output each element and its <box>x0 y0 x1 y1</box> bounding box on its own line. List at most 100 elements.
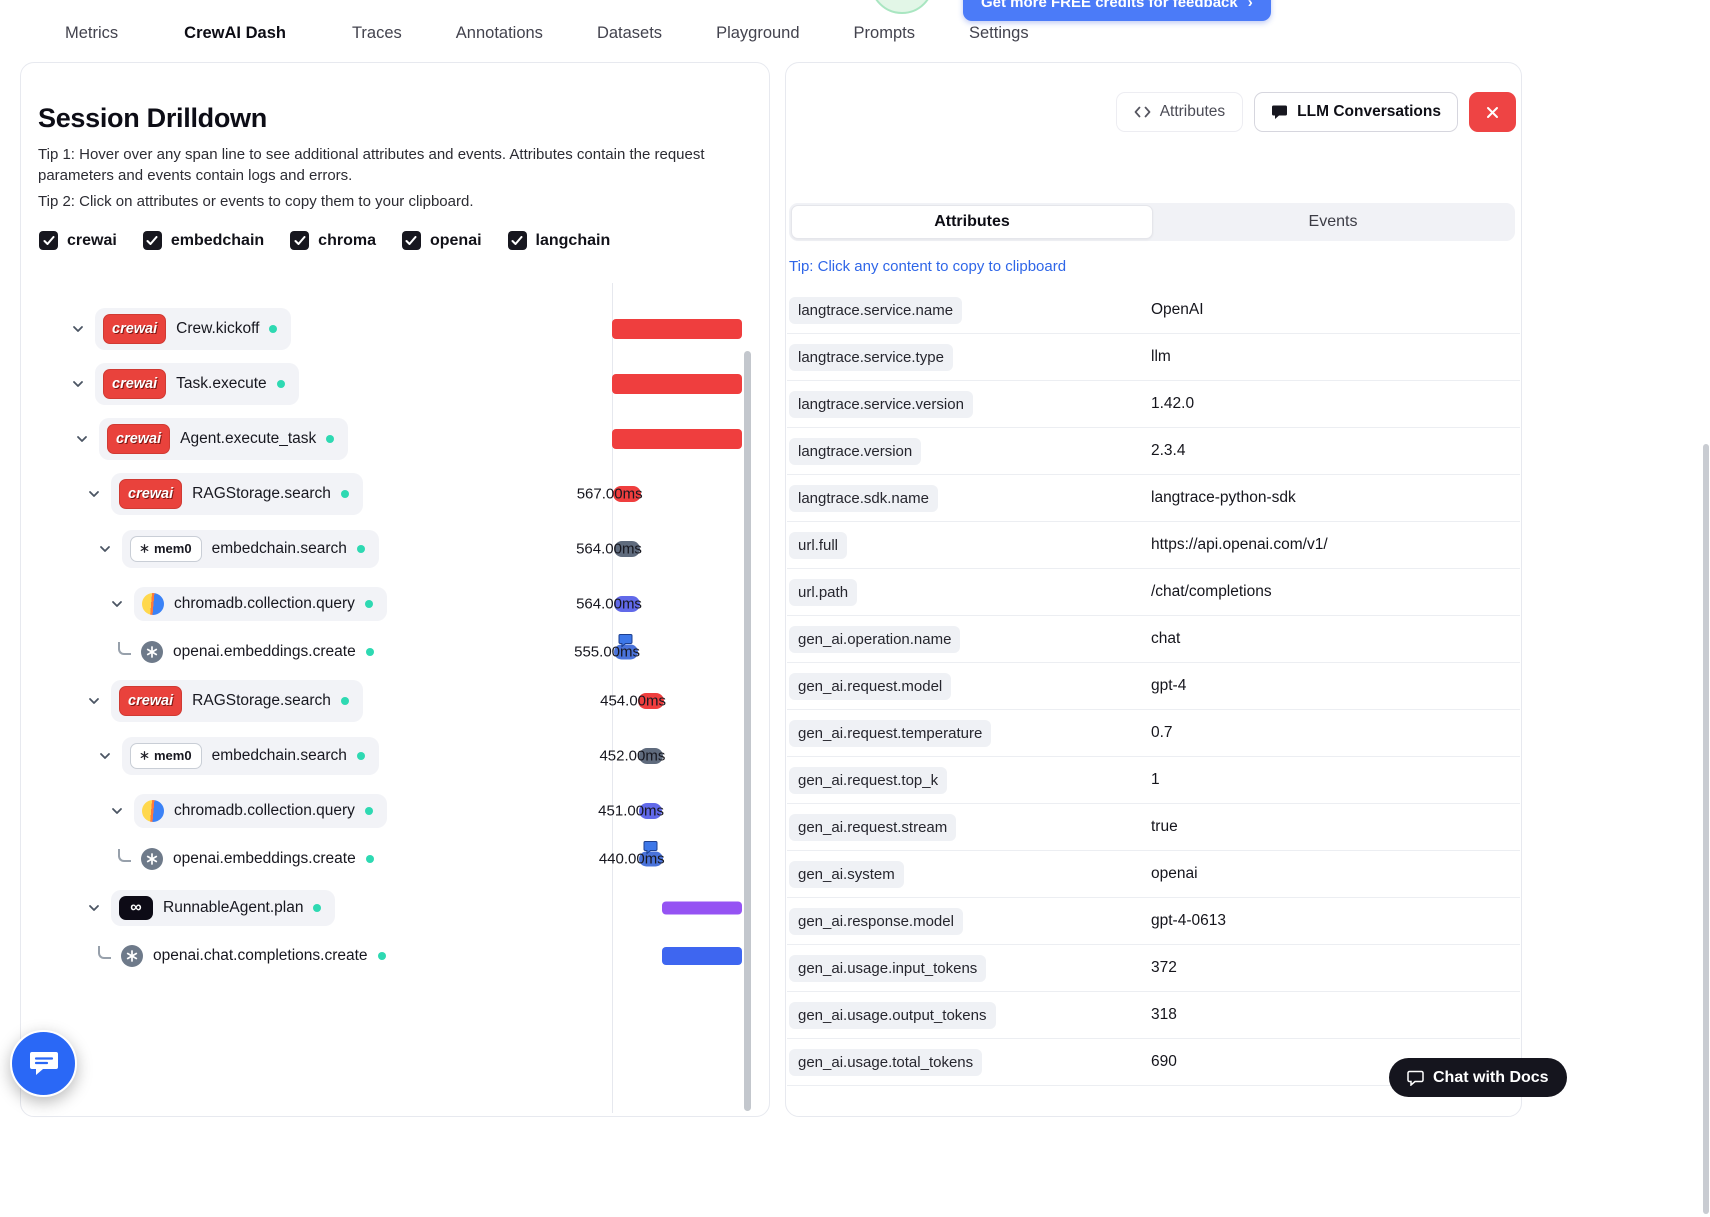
filter-openai[interactable]: openai <box>401 231 482 250</box>
checkbox-openai[interactable] <box>401 231 421 250</box>
span-duration-bar[interactable] <box>662 901 742 914</box>
span-duration-bar[interactable] <box>638 747 664 764</box>
tab-settings[interactable]: Settings <box>967 0 1031 70</box>
attribute-value[interactable]: openai <box>1151 865 1198 882</box>
attribute-value[interactable]: 1.42.0 <box>1151 395 1195 412</box>
span-row-embedchain-search[interactable]: mem0 embedchain.search 564.00ms <box>38 521 751 576</box>
span-duration-bar[interactable] <box>639 802 663 819</box>
attribute-value[interactable]: https://api.openai.com/v1/ <box>1151 536 1328 553</box>
attribute-key[interactable]: gen_ai.request.temperature <box>789 719 992 747</box>
filter-embedchain[interactable]: embedchain <box>142 231 264 250</box>
llm-conversations-button[interactable]: LLM Conversations <box>1254 92 1458 132</box>
attribute-key[interactable]: url.path <box>789 578 858 606</box>
chevron-down-icon[interactable] <box>83 901 105 915</box>
chevron-down-icon[interactable] <box>106 804 128 818</box>
span-row-task-execute[interactable]: crewai Task.execute <box>38 356 751 411</box>
attribute-key[interactable]: gen_ai.response.model <box>789 907 963 935</box>
tab-traces[interactable]: Traces <box>350 0 404 70</box>
attribute-value[interactable]: 2.3.4 <box>1151 442 1186 459</box>
attribute-value[interactable]: 318 <box>1151 1006 1177 1023</box>
attribute-key[interactable]: langtrace.service.type <box>789 343 953 371</box>
tab-metrics[interactable]: Metrics <box>63 0 120 70</box>
attribute-key[interactable]: langtrace.service.version <box>789 390 973 418</box>
checkbox-crewai[interactable] <box>39 231 58 250</box>
span-duration-bar[interactable] <box>613 485 641 502</box>
span-row-embedchain-search[interactable]: mem0 embedchain.search 452.00ms <box>38 728 751 783</box>
inspector-tab-attributes[interactable]: Attributes <box>791 205 1153 239</box>
span-duration-bar[interactable] <box>638 692 664 709</box>
span-duration-bar[interactable] <box>638 851 663 867</box>
checkbox-langchain[interactable] <box>507 231 527 250</box>
attribute-key[interactable]: gen_ai.request.stream <box>789 813 957 841</box>
span-timeline: 451.00ms <box>598 783 742 838</box>
attribute-value[interactable]: 690 <box>1151 1053 1177 1070</box>
attribute-key[interactable]: gen_ai.operation.name <box>789 625 961 653</box>
tree-scrollbar[interactable] <box>744 351 751 1111</box>
free-credits-button[interactable]: Get more FREE credits for feedback › <box>963 0 1271 21</box>
tab-prompts[interactable]: Prompts <box>852 0 917 70</box>
tab-datasets[interactable]: Datasets <box>595 0 664 70</box>
span-duration-bar[interactable] <box>662 947 742 965</box>
attribute-value[interactable]: llm <box>1151 348 1171 365</box>
attribute-value[interactable]: langtrace-python-sdk <box>1151 489 1296 506</box>
chevron-down-icon[interactable] <box>83 694 105 708</box>
attribute-value[interactable]: chat <box>1151 630 1181 647</box>
chat-widget-launcher[interactable] <box>10 1030 77 1097</box>
attribute-value[interactable]: gpt-4 <box>1151 677 1187 694</box>
span-row-ragstorage-search[interactable]: crewai RAGStorage.search 567.00ms <box>38 466 751 521</box>
span-row-agent-execute-task[interactable]: crewai Agent.execute_task <box>38 411 751 466</box>
span-row-openai-chat-completions-create[interactable]: openai.chat.completions.create <box>38 935 751 977</box>
attribute-key[interactable]: gen_ai.request.top_k <box>789 766 948 794</box>
span-duration-bar[interactable] <box>613 595 640 612</box>
span-duration-label: 555.00ms <box>574 643 640 661</box>
checkbox-embedchain[interactable] <box>142 231 162 250</box>
tab-annotations[interactable]: Annotations <box>454 0 545 70</box>
attribute-key[interactable]: url.full <box>789 531 848 559</box>
close-button[interactable] <box>1469 92 1516 132</box>
span-row-openai-embeddings-create[interactable]: openai.embeddings.create 555.00ms <box>38 631 751 673</box>
attribute-value[interactable]: 0.7 <box>1151 724 1173 741</box>
attribute-key[interactable]: gen_ai.system <box>789 860 904 888</box>
chat-with-docs-button[interactable]: Chat with Docs <box>1389 1058 1567 1097</box>
checkbox-chroma[interactable] <box>290 231 310 250</box>
span-row-runnableagent-plan[interactable]: ∞ RunnableAgent.plan <box>38 880 751 935</box>
attribute-value[interactable]: /chat/completions <box>1151 583 1272 600</box>
chevron-down-icon[interactable] <box>94 749 116 763</box>
chevron-down-icon[interactable] <box>83 487 105 501</box>
span-row-chromadb-collection-query[interactable]: chromadb.collection.query 564.00ms <box>38 576 751 631</box>
tab-crewai-dash[interactable]: CrewAI Dash <box>170 0 300 70</box>
span-row-openai-embeddings-create[interactable]: openai.embeddings.create 440.00ms <box>38 838 751 880</box>
attribute-value[interactable]: 1 <box>1151 771 1160 788</box>
tab-playground[interactable]: Playground <box>714 0 801 70</box>
span-row-chromadb-collection-query[interactable]: chromadb.collection.query 451.00ms <box>38 783 751 838</box>
span-duration-bar[interactable] <box>612 373 742 394</box>
span-duration-bar[interactable] <box>613 540 640 557</box>
chevron-down-icon[interactable] <box>94 542 116 556</box>
attribute-key[interactable]: langtrace.version <box>789 437 922 465</box>
chevron-down-icon[interactable] <box>67 377 89 391</box>
attribute-key[interactable]: langtrace.service.name <box>789 296 963 324</box>
chevron-down-icon[interactable] <box>67 322 89 336</box>
chevron-down-icon[interactable] <box>71 432 93 446</box>
attribute-key[interactable]: gen_ai.usage.output_tokens <box>789 1001 996 1029</box>
span-duration-bar[interactable] <box>612 318 742 339</box>
span-row-crew-kickoff[interactable]: crewai Crew.kickoff <box>38 301 751 356</box>
inspector-tab-events[interactable]: Events <box>1153 205 1513 239</box>
attribute-key[interactable]: gen_ai.usage.input_tokens <box>789 954 987 982</box>
page-scrollbar[interactable] <box>1703 444 1709 1214</box>
span-duration-bar[interactable] <box>613 644 638 660</box>
attribute-key[interactable]: gen_ai.request.model <box>789 672 952 700</box>
attribute-key[interactable]: gen_ai.usage.total_tokens <box>789 1048 983 1076</box>
attribute-key[interactable]: langtrace.sdk.name <box>789 484 938 512</box>
attribute-value[interactable]: OpenAI <box>1151 301 1204 318</box>
span-row-ragstorage-search[interactable]: crewai RAGStorage.search 454.00ms <box>38 673 751 728</box>
span-duration-bar[interactable] <box>612 428 742 449</box>
chevron-down-icon[interactable] <box>106 597 128 611</box>
attribute-value[interactable]: gpt-4-0613 <box>1151 912 1226 929</box>
attribute-value[interactable]: true <box>1151 818 1178 835</box>
attribute-value[interactable]: 372 <box>1151 959 1177 976</box>
filter-langchain[interactable]: langchain <box>507 231 610 250</box>
attributes-code-button[interactable]: Attributes <box>1115 92 1244 132</box>
filter-crewai[interactable]: crewai <box>39 231 117 250</box>
filter-chroma[interactable]: chroma <box>290 231 376 250</box>
